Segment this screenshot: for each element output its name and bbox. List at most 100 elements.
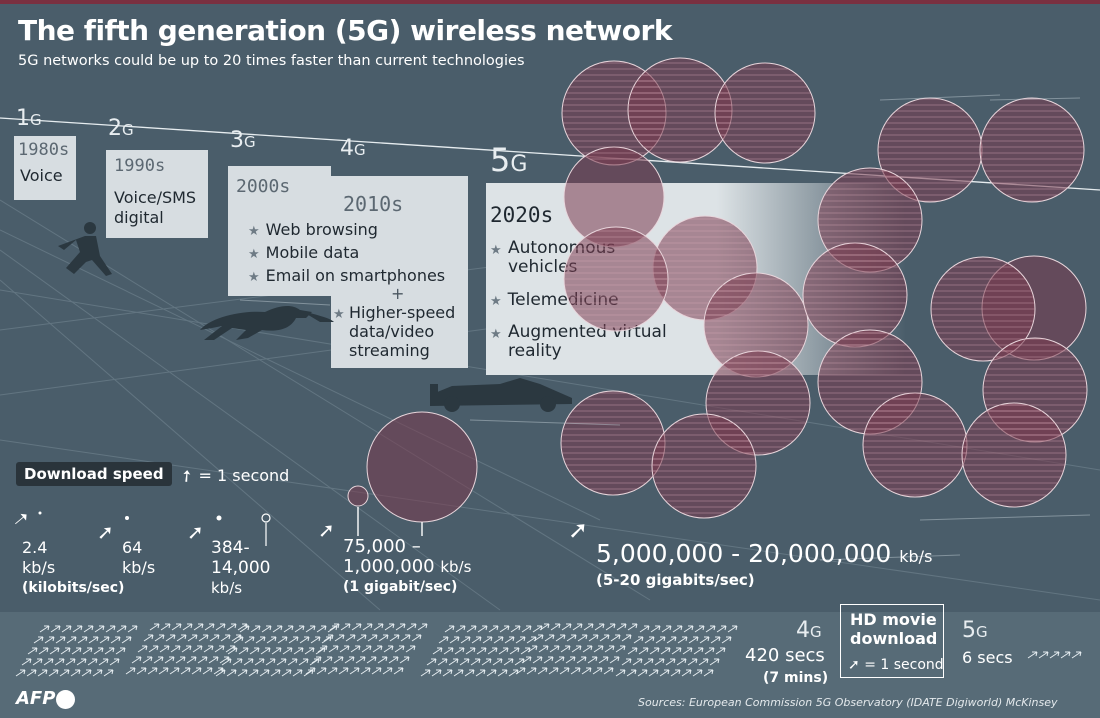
arrow-icon — [175, 656, 186, 664]
arrow-icon — [65, 658, 76, 666]
arrow-icon — [466, 625, 477, 633]
arrow-icon — [76, 658, 87, 666]
star-icon: ★ — [490, 243, 502, 258]
arrow-icon — [154, 634, 165, 642]
speed-dot-3g-min — [216, 515, 222, 521]
arrow-icon — [44, 636, 55, 644]
arrow-icon — [219, 656, 230, 664]
arrow-icon — [459, 658, 470, 666]
arrow-icon — [1038, 651, 1049, 659]
arrow-icon — [310, 636, 321, 644]
arrow-icon — [593, 645, 604, 653]
arrow-icon — [49, 647, 60, 655]
arrow-icon — [448, 658, 459, 666]
arrow-icon — [334, 634, 345, 642]
arrow-icon — [271, 647, 282, 655]
arrow-icon — [350, 645, 361, 653]
hd-4g-note: (7 mins) — [763, 670, 829, 686]
arrow-icon — [621, 658, 632, 666]
arrow-icon — [328, 645, 339, 653]
arrow-icon — [639, 625, 650, 633]
arrow-icon — [158, 667, 169, 675]
arrow-icon — [638, 647, 649, 655]
arrow-icon — [160, 623, 171, 631]
arrow-icon — [165, 634, 176, 642]
arrow-icon — [243, 658, 254, 666]
arrow-icon — [304, 647, 315, 655]
race-car-icon — [430, 378, 572, 412]
arrow-icon — [543, 656, 554, 664]
arrow-icon — [37, 669, 48, 677]
arrow-icon — [305, 625, 316, 633]
arrow-icon — [192, 645, 203, 653]
arrow-icon — [654, 658, 665, 666]
arrow-icon — [159, 645, 170, 653]
arrow-icon — [339, 645, 350, 653]
arrow-icon — [281, 669, 292, 677]
arrow-icon — [276, 658, 287, 666]
arrow-icon — [592, 667, 603, 675]
runner-icon — [58, 222, 112, 276]
arrow-icon — [372, 645, 383, 653]
arrow-icon — [526, 667, 537, 675]
arrow-icon — [665, 658, 676, 666]
arrow-icon — [220, 634, 231, 642]
arrow-icon — [389, 634, 400, 642]
arrow-icon — [71, 647, 82, 655]
arrow-icon — [356, 634, 367, 642]
arrow-icon — [367, 634, 378, 642]
arrow-icon — [371, 667, 382, 675]
arrow-icon — [486, 669, 497, 677]
arrow-icon — [39, 625, 50, 633]
star-icon: ★ — [490, 327, 502, 342]
arrow-icon — [237, 623, 248, 631]
arrow-icon — [186, 656, 197, 664]
arrow-icon — [603, 667, 614, 675]
arrow-icon — [88, 636, 99, 644]
arrow-icon — [298, 658, 309, 666]
arrow-icon — [187, 634, 198, 642]
star-icon: ★ — [333, 307, 345, 322]
arrow-icon — [437, 658, 448, 666]
arrow-icon — [225, 645, 236, 653]
arrow-icon — [82, 647, 93, 655]
arrow-icon — [692, 669, 703, 677]
arrow-icon — [59, 669, 70, 677]
hd-5g-label: 5G — [962, 618, 988, 643]
arrow-icon — [1060, 651, 1071, 659]
arrow-icon — [432, 647, 443, 655]
arrow-icon — [465, 647, 476, 655]
panel-1g: 1980s Voice — [14, 136, 76, 200]
arrow-icon — [705, 625, 716, 633]
arrow-icon — [605, 623, 616, 631]
arrow-icon — [609, 656, 620, 664]
arrow-icon — [208, 656, 219, 664]
star-icon: ★ — [248, 270, 260, 285]
arrow-icon — [171, 623, 182, 631]
arrow-icon — [698, 658, 709, 666]
arrow-icon — [345, 634, 356, 642]
arrow-icon — [233, 636, 244, 644]
arrow-icon — [1049, 651, 1060, 659]
speed-dot-3g-max — [261, 513, 271, 523]
arrow-icon — [72, 625, 83, 633]
arrow-icon — [693, 647, 704, 655]
arrow-icon — [550, 623, 561, 631]
arrow-icon — [147, 667, 158, 675]
arrow-icon — [583, 623, 594, 631]
arrow-icon — [287, 658, 298, 666]
arrow-icon — [32, 658, 43, 666]
arrow-icon — [521, 656, 532, 664]
arrow-icon — [282, 647, 293, 655]
arrow-icon — [527, 645, 538, 653]
arrow-icon — [405, 645, 416, 653]
arrow-icon — [510, 625, 521, 633]
arrow-icon — [261, 625, 272, 633]
arrow-icon — [125, 667, 136, 675]
decade-2010s: 2010s — [343, 192, 404, 216]
feature-ar-star: ★ — [490, 323, 508, 344]
arrow-legend: ➚ = 1 second — [175, 464, 290, 488]
arrow-icon — [470, 658, 481, 666]
arrow-icon — [92, 669, 103, 677]
arrow-icon — [676, 658, 687, 666]
